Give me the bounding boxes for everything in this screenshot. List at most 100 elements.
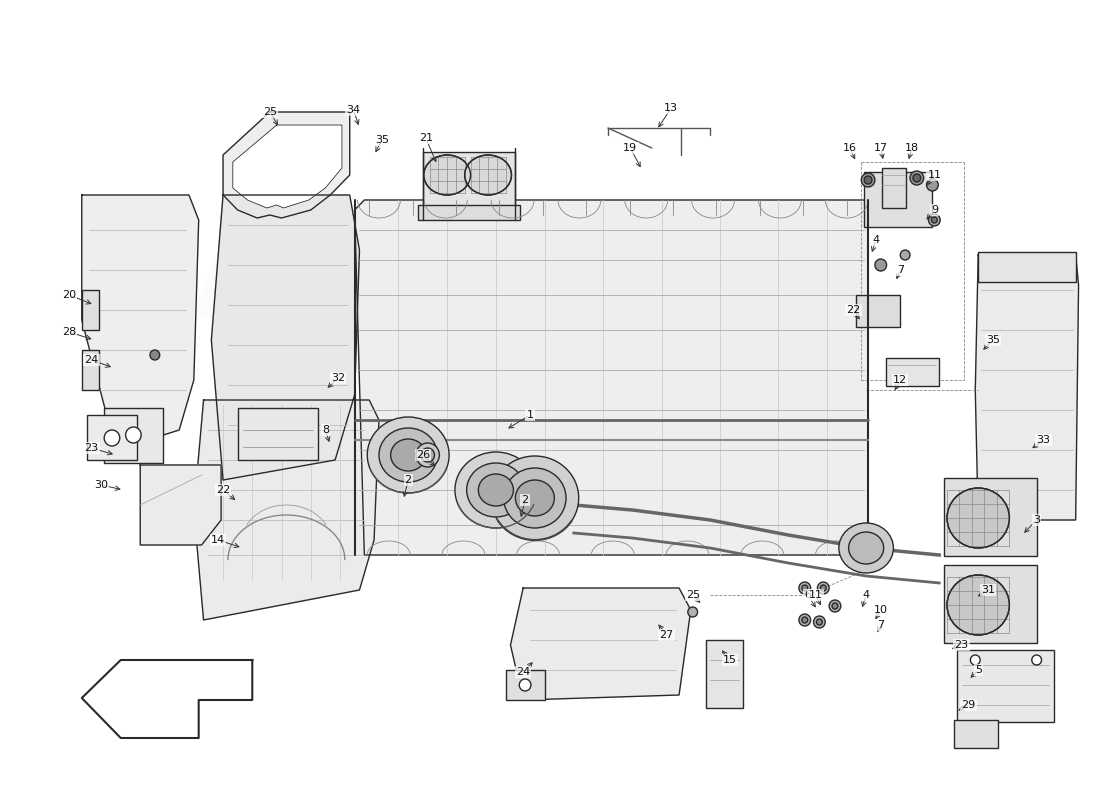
Bar (882, 168, 906, 208)
Text: 35: 35 (986, 335, 1000, 345)
Bar (506, 670, 544, 700)
Text: 8: 8 (322, 425, 329, 435)
Text: a passion for parts: a passion for parts (402, 361, 727, 519)
Polygon shape (140, 465, 221, 545)
Circle shape (416, 443, 439, 467)
Circle shape (926, 179, 938, 191)
Circle shape (832, 603, 838, 609)
Circle shape (913, 174, 921, 182)
Circle shape (816, 619, 823, 625)
Circle shape (928, 214, 940, 226)
Text: 4: 4 (872, 235, 880, 245)
Bar (865, 172, 933, 227)
Text: 7: 7 (877, 620, 884, 630)
Text: 22: 22 (846, 305, 860, 315)
Circle shape (125, 427, 141, 443)
Text: 27: 27 (659, 630, 673, 640)
Bar (954, 720, 998, 748)
Circle shape (910, 171, 924, 185)
Polygon shape (354, 200, 868, 555)
Circle shape (821, 585, 826, 591)
Bar (957, 650, 1054, 722)
Ellipse shape (466, 463, 525, 517)
Text: 12: 12 (893, 375, 907, 385)
Ellipse shape (947, 575, 1010, 635)
Polygon shape (233, 125, 342, 208)
Ellipse shape (390, 439, 426, 471)
Ellipse shape (367, 417, 449, 493)
Text: 25: 25 (685, 590, 700, 600)
Text: 23: 23 (85, 443, 99, 453)
Polygon shape (223, 112, 350, 218)
Text: 3: 3 (1033, 515, 1041, 525)
Ellipse shape (424, 155, 471, 195)
Text: 33: 33 (1036, 435, 1050, 445)
Text: 29: 29 (961, 700, 976, 710)
Circle shape (802, 585, 807, 591)
Ellipse shape (455, 452, 537, 528)
Polygon shape (510, 588, 691, 700)
Bar (418, 205, 520, 220)
Text: 34: 34 (346, 105, 361, 115)
Text: 14: 14 (211, 535, 226, 545)
Bar (886, 358, 939, 386)
Ellipse shape (379, 428, 438, 482)
Text: 5: 5 (975, 665, 981, 675)
Text: 11: 11 (927, 170, 942, 180)
Polygon shape (81, 660, 252, 738)
Ellipse shape (839, 523, 893, 573)
Bar (422, 152, 516, 207)
Text: 4: 4 (862, 590, 870, 600)
Circle shape (421, 448, 434, 462)
Text: 23: 23 (955, 640, 969, 650)
Polygon shape (976, 255, 1079, 520)
Bar (944, 478, 1036, 556)
Text: 6: 6 (804, 590, 811, 600)
Circle shape (814, 616, 825, 628)
Circle shape (1032, 655, 1042, 665)
Ellipse shape (947, 488, 1010, 548)
Text: 15: 15 (723, 655, 737, 665)
Text: 24: 24 (516, 667, 530, 677)
Text: 11: 11 (808, 590, 823, 600)
Bar (238, 408, 318, 460)
Bar (978, 252, 1076, 282)
Bar (81, 350, 99, 390)
Text: 21: 21 (419, 133, 432, 143)
Circle shape (799, 614, 811, 626)
Ellipse shape (848, 532, 883, 564)
Text: eurospares: eurospares (254, 242, 703, 478)
Text: 13: 13 (664, 103, 679, 113)
Circle shape (802, 617, 807, 623)
Circle shape (874, 259, 887, 271)
Circle shape (865, 176, 872, 184)
Text: 9: 9 (931, 205, 938, 215)
Bar (87, 415, 138, 460)
Circle shape (799, 582, 811, 594)
Text: 35: 35 (375, 135, 389, 145)
Text: 25: 25 (263, 107, 277, 117)
Text: 26: 26 (416, 450, 430, 460)
Bar (706, 640, 744, 708)
Ellipse shape (516, 480, 554, 516)
Circle shape (861, 173, 875, 187)
Text: 2: 2 (521, 495, 529, 505)
Text: 10: 10 (873, 605, 888, 615)
Text: 1: 1 (527, 410, 534, 420)
Text: 7: 7 (896, 265, 904, 275)
Text: 17: 17 (873, 143, 888, 153)
Text: 22: 22 (216, 485, 230, 495)
Text: 30: 30 (95, 480, 108, 490)
Text: 31: 31 (981, 585, 994, 595)
Circle shape (829, 600, 840, 612)
Ellipse shape (504, 468, 566, 528)
Bar (104, 408, 163, 463)
Text: 24: 24 (85, 355, 99, 365)
Text: eurospares: eurospares (77, 200, 730, 520)
Polygon shape (194, 400, 380, 620)
Polygon shape (81, 195, 199, 450)
Bar (944, 565, 1036, 643)
Circle shape (970, 655, 980, 665)
Text: since 1985: since 1985 (549, 446, 729, 546)
Text: 16: 16 (843, 143, 857, 153)
